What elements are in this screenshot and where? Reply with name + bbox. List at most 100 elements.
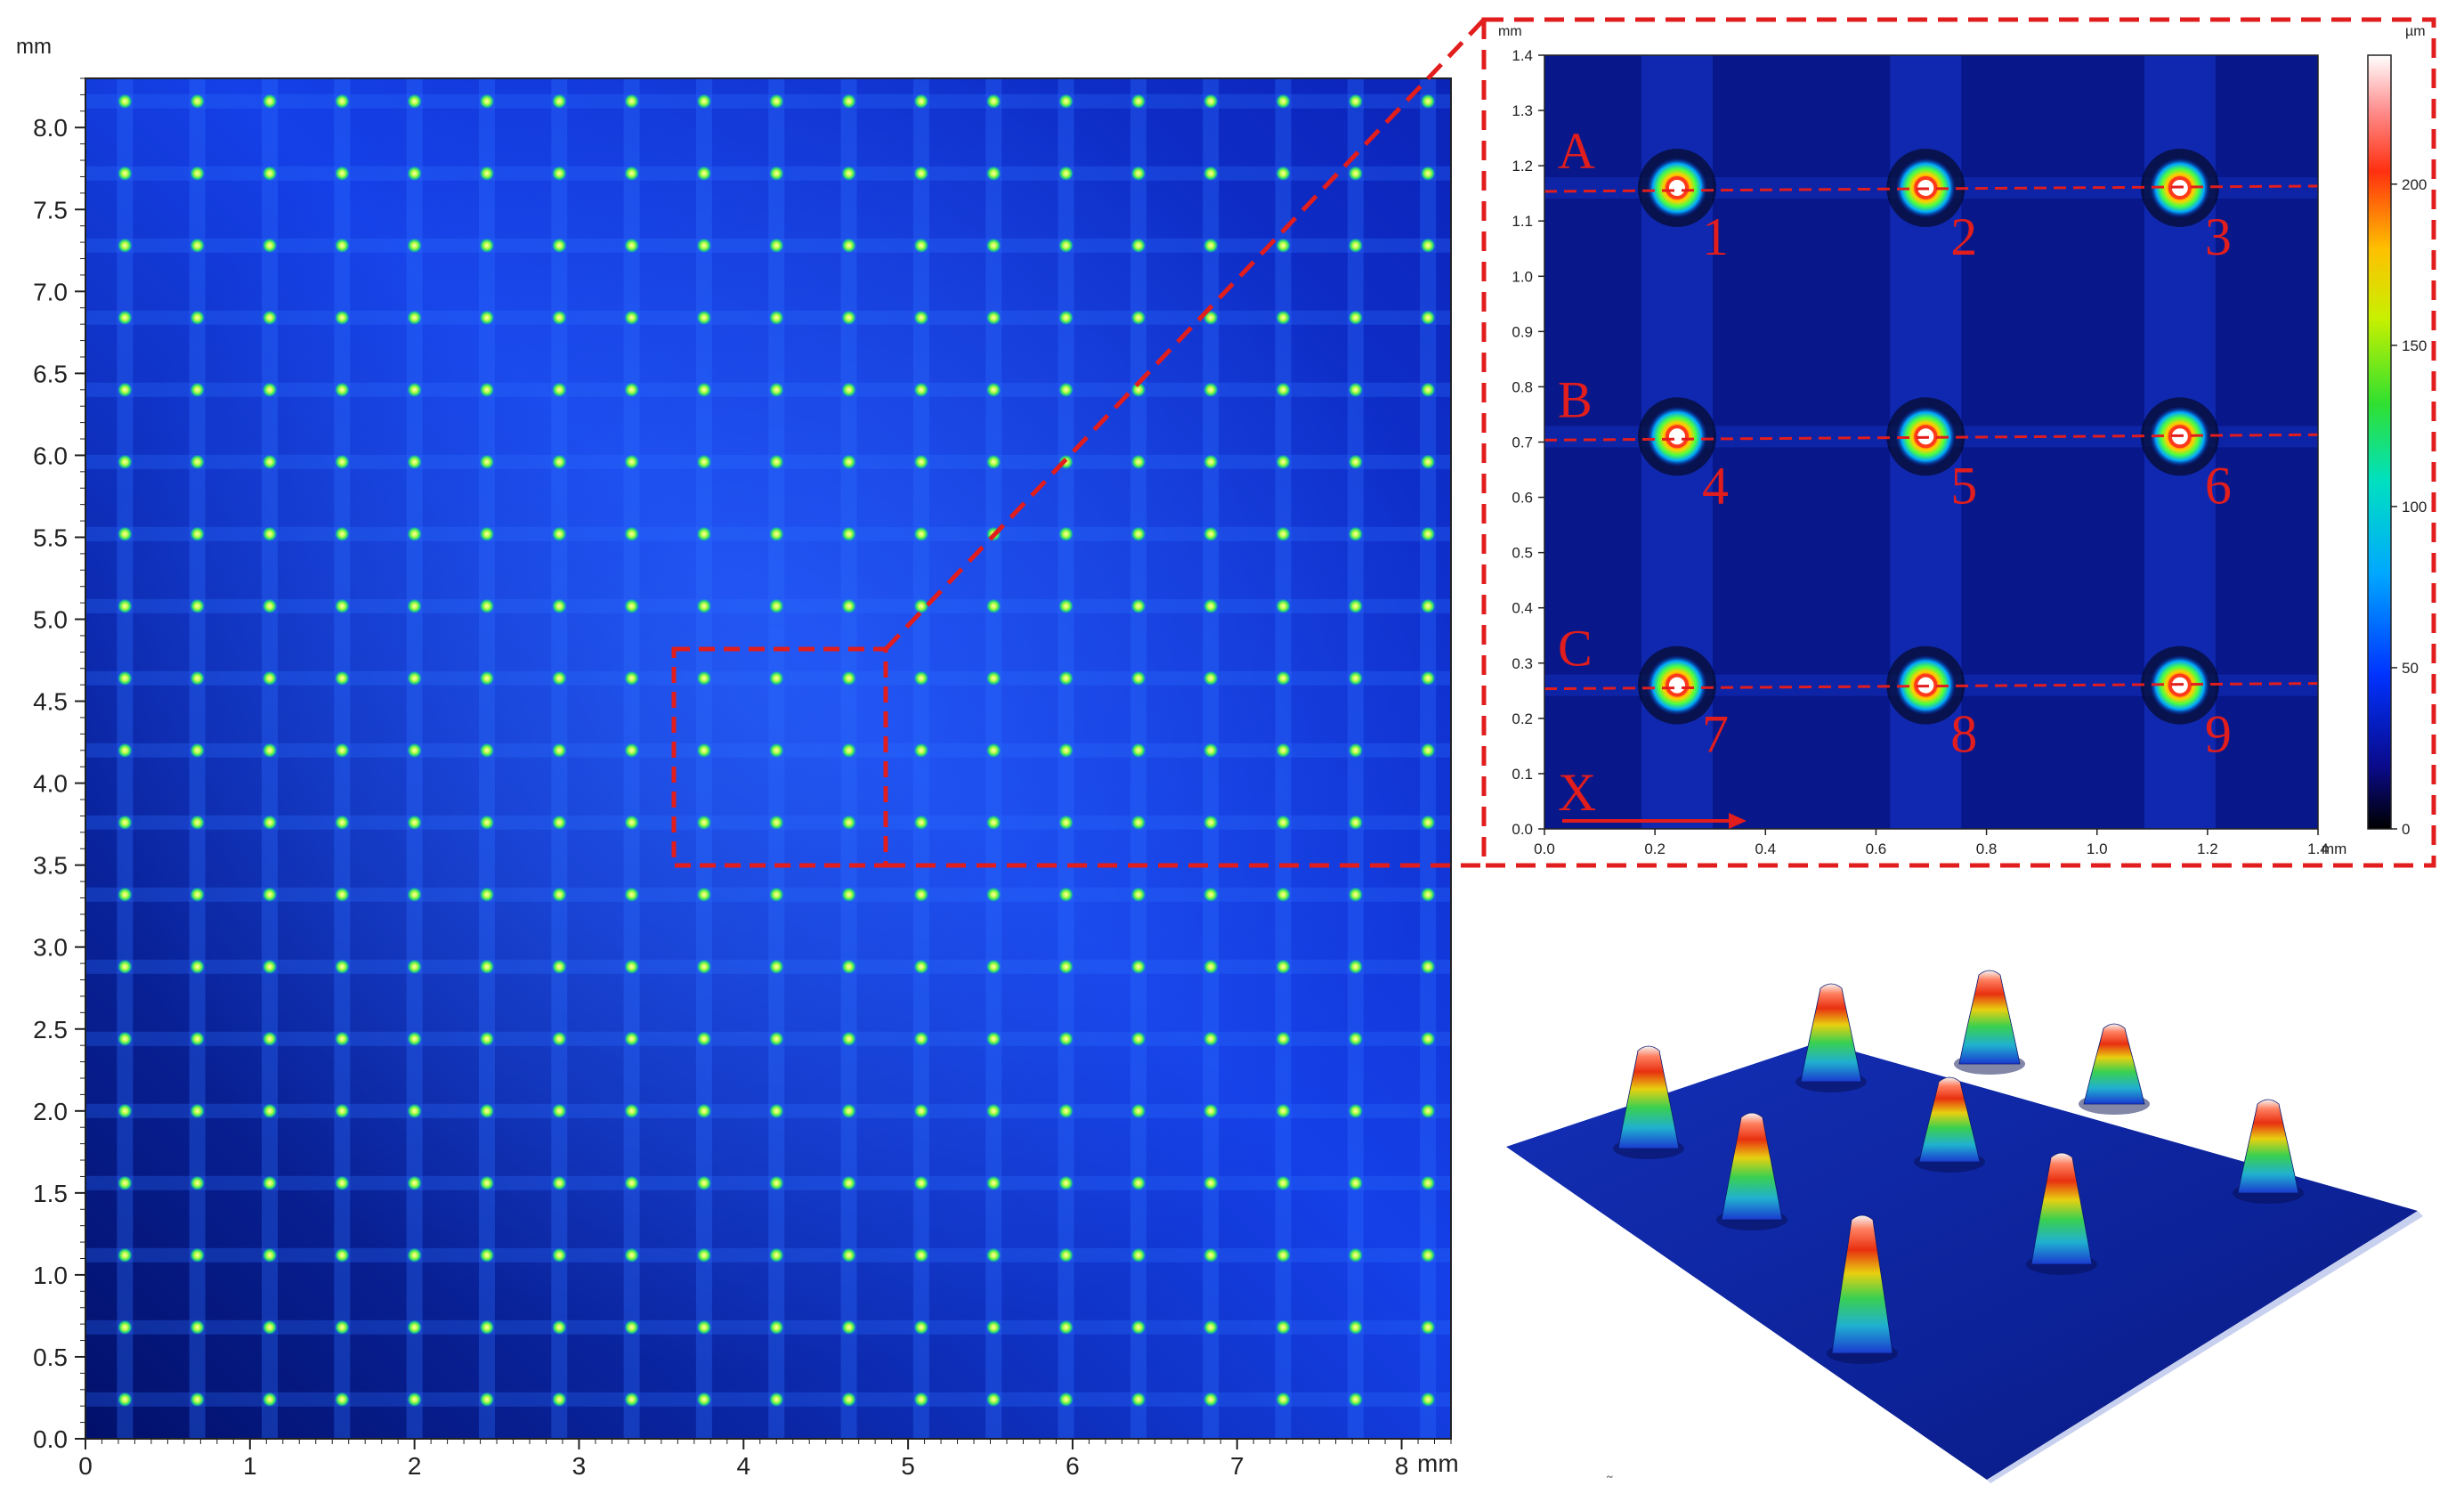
array-dot [118, 670, 133, 686]
zoom-dot-core [1665, 425, 1689, 449]
grid-stripe-horizontal [85, 93, 1451, 109]
array-dot [986, 1175, 1001, 1190]
array-dot [552, 670, 567, 686]
grid-stripe-horizontal [85, 1392, 1451, 1407]
zoom-x-tick-label: 0.6 [1866, 840, 1887, 857]
array-dot [913, 670, 928, 686]
array-dot [913, 310, 928, 325]
array-dot [407, 166, 422, 181]
grid-stripe-vertical [1058, 78, 1074, 1439]
array-dot [1276, 1103, 1291, 1118]
array-dot [624, 166, 639, 181]
y-tick-label: 6.0 [33, 442, 68, 469]
array-dot [262, 454, 277, 469]
array-dot [552, 1247, 567, 1262]
array-dot [190, 310, 205, 325]
array-dot [1276, 1319, 1291, 1335]
zoom-x-unit: mm [2322, 840, 2346, 857]
array-dot [1421, 598, 1436, 613]
array-dot [407, 959, 422, 974]
array-dot [769, 743, 784, 758]
array-dot [118, 238, 133, 253]
y-tick-label: 1.0 [33, 1262, 68, 1289]
array-dot [1058, 670, 1074, 686]
array-dot [1131, 382, 1146, 397]
array-dot [1348, 670, 1363, 686]
array-dot [841, 238, 856, 253]
array-dot [1058, 1319, 1074, 1335]
array-dot [841, 743, 856, 758]
array-dot [913, 382, 928, 397]
array-dot [769, 959, 784, 974]
array-dot [407, 670, 422, 686]
array-dot [1276, 1175, 1291, 1190]
row-line [1544, 682, 2319, 691]
array-dot [1421, 382, 1436, 397]
array-dot [624, 1392, 639, 1407]
zoom-region-box [671, 646, 888, 868]
array-dot [986, 1103, 1001, 1118]
array-dot [624, 310, 639, 325]
array-dot [335, 815, 350, 830]
zoom-y-tick-label: 1.0 [1512, 268, 1533, 285]
row-label: C [1558, 620, 1593, 678]
array-dot [1348, 959, 1363, 974]
array-dot [769, 238, 784, 253]
array-dot [1348, 1319, 1363, 1335]
array-dot [1131, 93, 1146, 109]
array-dot [479, 959, 494, 974]
array-dot [624, 526, 639, 541]
zoom-y-tick-label: 0.8 [1512, 378, 1533, 395]
array-dot [913, 1031, 928, 1046]
array-dot [118, 1103, 133, 1118]
array-dot [190, 1103, 205, 1118]
grid-stripe-horizontal [85, 166, 1451, 181]
array-dot [1131, 238, 1146, 253]
array-dot [986, 238, 1001, 253]
array-dot [624, 1175, 639, 1190]
row-line [1544, 433, 2319, 442]
zoom-panel: 1 2 3 4 5 6 7 8 9 A B C 0.0 0.2 0.4 0.6 0.8 1.0 1.2 1.4 0… [1481, 17, 2436, 868]
array-dot [1204, 598, 1219, 613]
array-dot [479, 238, 494, 253]
array-dot [552, 959, 567, 974]
array-dot [1348, 454, 1363, 469]
array-dot [479, 1247, 494, 1262]
array-dot [1131, 743, 1146, 758]
grid-stripe-vertical [189, 78, 206, 1439]
array-dot [769, 598, 784, 613]
colorbar-tick-label: 50 [2402, 660, 2419, 677]
array-dot [1276, 887, 1291, 902]
grid-stripe-vertical [117, 78, 134, 1439]
array-dot [407, 310, 422, 325]
array-dot [552, 238, 567, 253]
array-dot [118, 743, 133, 758]
pillar [2083, 1023, 2145, 1105]
array-dot [624, 382, 639, 397]
array-dot [986, 598, 1001, 613]
array-dot [841, 815, 856, 830]
array-dot [913, 1175, 928, 1190]
point-label: 7 [1702, 705, 1729, 764]
array-dot [769, 1392, 784, 1407]
main-x-axis: 0 1 2 3 4 5 6 7 8 [78, 1439, 1452, 1480]
array-dot [1204, 1247, 1219, 1262]
array-dot [913, 93, 928, 109]
array-dot [1204, 1175, 1219, 1190]
array-dot [552, 743, 567, 758]
x-tick-label: 0 [78, 1452, 93, 1480]
array-dot [335, 310, 350, 325]
array-dot [479, 454, 494, 469]
array-dot [407, 887, 422, 902]
grid-stripe-vertical [768, 78, 785, 1439]
array-dot [841, 382, 856, 397]
grid-stripe-horizontal [85, 743, 1451, 758]
array-dot [262, 310, 277, 325]
array-dot [1421, 166, 1436, 181]
array-dot [769, 1103, 784, 1118]
zoom-y-tick-label: 0.3 [1512, 655, 1533, 672]
array-dot [986, 1319, 1001, 1335]
array-dot [118, 1392, 133, 1407]
array-dot [696, 1175, 711, 1190]
array-dot [118, 526, 133, 541]
